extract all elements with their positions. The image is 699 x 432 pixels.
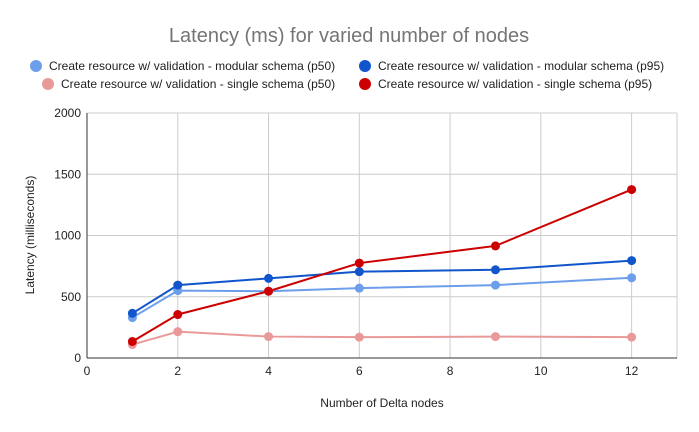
legend: Create resource w/ validation - modular … <box>30 59 664 91</box>
series-line <box>132 330 632 346</box>
tick-labels: 0 500 1000 1500 2000 0 2 4 6 8 10 12 <box>54 106 638 378</box>
gridlines <box>87 112 678 358</box>
data-point <box>354 332 364 342</box>
y-tick-label: 1000 <box>54 229 81 243</box>
data-point <box>490 265 500 275</box>
legend-marker-modular-p95 <box>359 60 371 72</box>
data-point <box>173 327 183 337</box>
data-point <box>264 286 274 296</box>
data-point <box>354 267 364 277</box>
x-tick-label: 4 <box>265 364 272 378</box>
x-tick-label: 10 <box>534 364 548 378</box>
legend-label-modular-p95: Create resource w/ validation - modular … <box>378 59 664 73</box>
y-axis-title: Latency (milliseconds) <box>23 176 37 295</box>
legend-marker-single-p95 <box>359 78 371 90</box>
legend-label-modular-p50: Create resource w/ validation - modular … <box>49 59 335 73</box>
x-tick-label: 0 <box>84 364 91 378</box>
series-0 <box>127 273 637 323</box>
legend-item-modular-p95: Create resource w/ validation - modular … <box>359 59 664 73</box>
series-layer <box>127 185 637 350</box>
series-line <box>131 276 632 319</box>
data-point <box>354 283 364 293</box>
legend-item-single-p50: Create resource w/ validation - single s… <box>42 77 335 91</box>
data-point <box>264 273 274 283</box>
legend-marker-single-p50 <box>42 78 54 90</box>
y-tick-label: 1500 <box>54 167 81 181</box>
data-point <box>627 185 637 195</box>
legend-label-single-p95: Create resource w/ validation - single s… <box>378 77 652 91</box>
x-tick-label: 6 <box>356 364 363 378</box>
x-tick-label: 12 <box>625 364 639 378</box>
data-point <box>627 273 637 283</box>
axes <box>86 113 677 359</box>
data-point <box>173 280 183 290</box>
series-line <box>131 188 632 343</box>
data-point <box>354 258 364 268</box>
data-point <box>627 332 637 342</box>
data-point <box>627 256 637 266</box>
legend-label-single-p50: Create resource w/ validation - single s… <box>61 77 335 91</box>
chart-title: Latency (ms) for varied number of nodes <box>169 25 529 47</box>
y-tick-label: 0 <box>74 351 81 365</box>
series-3 <box>127 185 637 346</box>
data-point <box>264 332 274 342</box>
data-point <box>490 332 500 342</box>
x-axis-title: Number of Delta nodes <box>320 396 443 410</box>
series-line <box>131 259 632 315</box>
legend-marker-modular-p50 <box>30 60 42 72</box>
data-point <box>127 308 137 318</box>
y-tick-label: 500 <box>61 290 81 304</box>
data-point <box>490 241 500 251</box>
x-tick-label: 8 <box>447 364 454 378</box>
data-point <box>490 280 500 290</box>
y-tick-label: 2000 <box>54 106 81 120</box>
series-1 <box>127 256 637 318</box>
series-2 <box>127 327 637 350</box>
legend-item-single-p95: Create resource w/ validation - single s… <box>359 77 652 91</box>
data-point <box>127 336 137 346</box>
legend-item-modular-p50: Create resource w/ validation - modular … <box>30 59 335 73</box>
x-tick-label: 2 <box>174 364 181 378</box>
data-point <box>173 310 183 320</box>
